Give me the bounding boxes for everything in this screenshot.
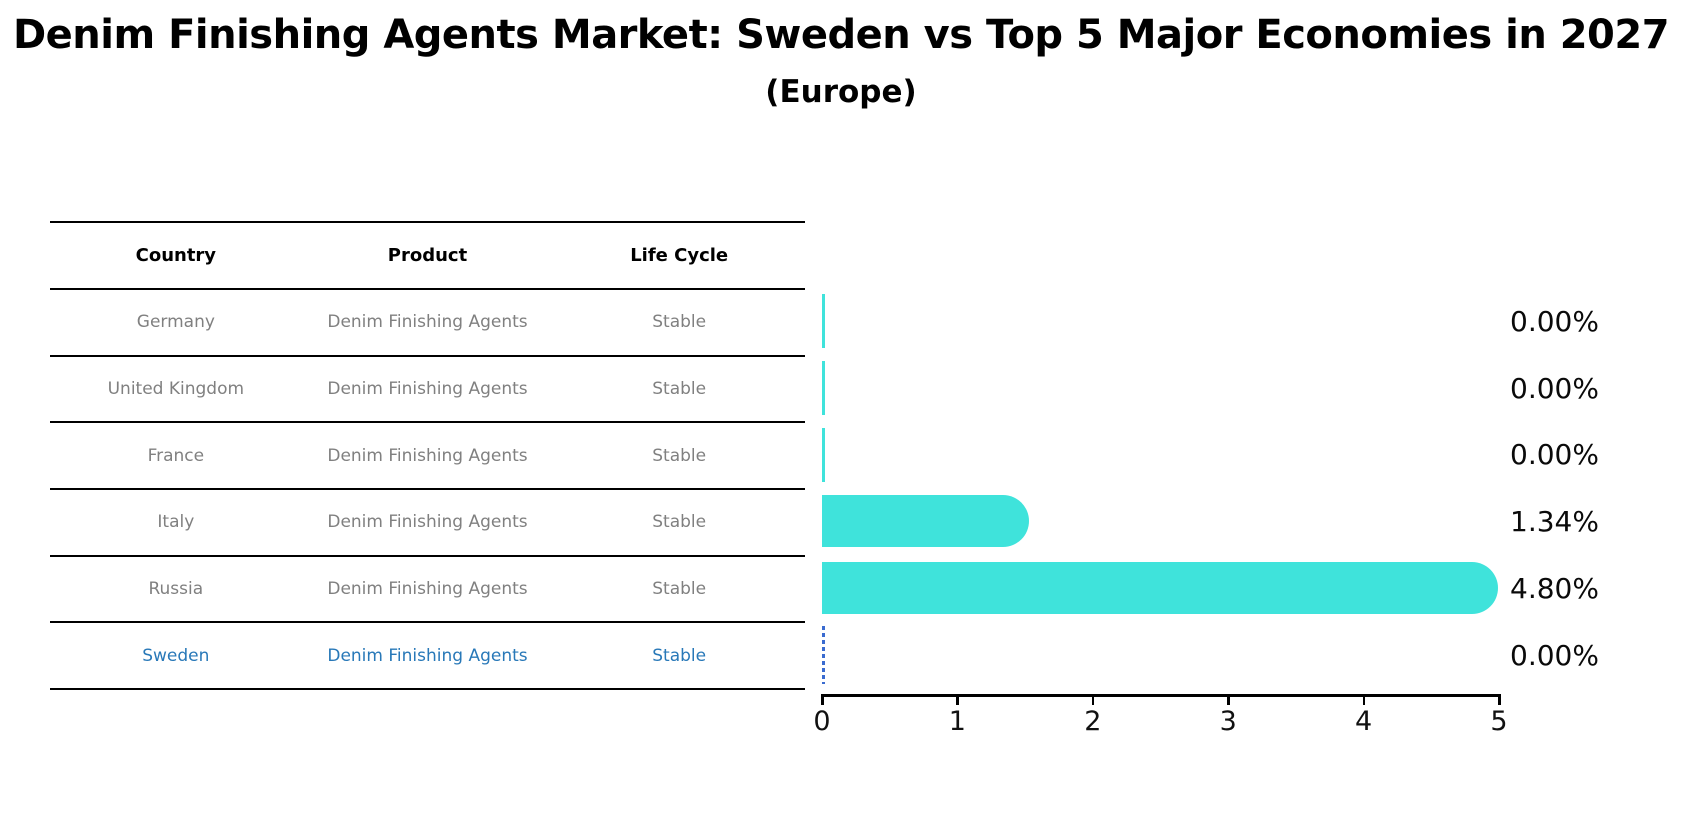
cell-product: Denim Finishing Agents: [327, 579, 528, 600]
chart-row-sweden: 0.00%: [822, 622, 1682, 689]
chart-subtitle: (Europe): [765, 74, 917, 110]
bar-germany: [822, 294, 825, 348]
x-tick-4: [1362, 696, 1366, 705]
cell-product: Denim Finishing Agents: [327, 379, 528, 400]
cell-life-cycle: Stable: [652, 579, 707, 600]
bar-russia: [822, 562, 1498, 615]
x-axis: [821, 694, 1501, 697]
value-label-germany: 0.00%: [1510, 304, 1599, 338]
x-tick-5: [1498, 696, 1501, 705]
cell-life-cycle: Stable: [652, 312, 707, 333]
x-tick-label-1: 1: [948, 706, 966, 737]
bar-united-kingdom: [822, 360, 825, 415]
bar-italy: [822, 495, 1030, 548]
chart-row-germany: 0.00%: [822, 288, 1682, 355]
chart-row-united-kingdom: 0.00%: [822, 355, 1682, 422]
x-tick-label-5: 5: [1490, 706, 1508, 737]
value-label-sweden: 0.00%: [1510, 638, 1599, 672]
table-row-united-kingdom: United Kingdom Denim Finishing Agents Stab…: [50, 357, 805, 424]
bar-chart: 0.00% 0.00% 0.00% 1.34% 4.80% 0.00%: [822, 288, 1682, 689]
table-row-russia: Russia Denim Finishing Agents Stable: [50, 557, 805, 624]
cell-country: France: [147, 445, 205, 466]
column-header-country: Country: [135, 245, 217, 266]
chart-row-italy: 1.34%: [822, 488, 1682, 555]
cell-product: Denim Finishing Agents: [327, 445, 528, 466]
x-tick-2: [1091, 696, 1095, 705]
column-header-life-cycle: Life Cycle: [630, 245, 729, 266]
chart-row-russia: 4.80%: [822, 555, 1682, 622]
x-tick-1: [956, 696, 959, 705]
cell-country: Russia: [148, 579, 204, 600]
cell-life-cycle: Stable: [652, 379, 707, 400]
cell-life-cycle: Stable: [652, 645, 707, 666]
highlight-zero-marker-sweden: [822, 625, 825, 684]
cell-life-cycle: Stable: [652, 512, 707, 533]
chart-row-france: 0.00%: [822, 422, 1682, 489]
comparison-table: Country Product Life Cycle Germany Denim Fi…: [50, 221, 805, 691]
x-tick-label-2: 2: [1084, 706, 1102, 737]
value-label-russia: 4.80%: [1510, 572, 1599, 606]
value-label-united-kingdom: 0.00%: [1510, 371, 1599, 405]
cell-product: Denim Finishing Agents: [327, 512, 528, 533]
x-tick-label-4: 4: [1355, 706, 1373, 737]
table-row-italy: Italy Denim Finishing Agents Stable: [50, 490, 805, 557]
x-tick-label-3: 3: [1219, 706, 1237, 737]
column-header-product: Product: [387, 245, 468, 266]
bar-france: [822, 427, 825, 482]
cell-country: Sweden: [142, 645, 210, 666]
table-row-germany: Germany Denim Finishing Agents Stable: [50, 290, 805, 357]
value-label-italy: 1.34%: [1510, 505, 1599, 539]
chart-title: Denim Finishing Agents Market: Sweden vs…: [12, 12, 1670, 58]
value-label-france: 0.00%: [1510, 438, 1599, 472]
cell-life-cycle: Stable: [652, 445, 707, 466]
cell-product: Denim Finishing Agents: [327, 645, 528, 666]
x-tick-label-0: 0: [813, 706, 831, 737]
table-header-row: Country Product Life Cycle: [50, 223, 805, 290]
cell-country: United Kingdom: [107, 379, 245, 400]
cell-product: Denim Finishing Agents: [327, 312, 528, 333]
table-row-sweden: Sweden Denim Finishing Agents Stable: [50, 623, 805, 691]
x-tick-3: [1227, 696, 1230, 705]
x-tick-0: [821, 696, 824, 705]
table-row-france: France Denim Finishing Agents Stable: [50, 423, 805, 491]
cell-country: Germany: [136, 312, 215, 333]
cell-country: Italy: [157, 512, 195, 533]
